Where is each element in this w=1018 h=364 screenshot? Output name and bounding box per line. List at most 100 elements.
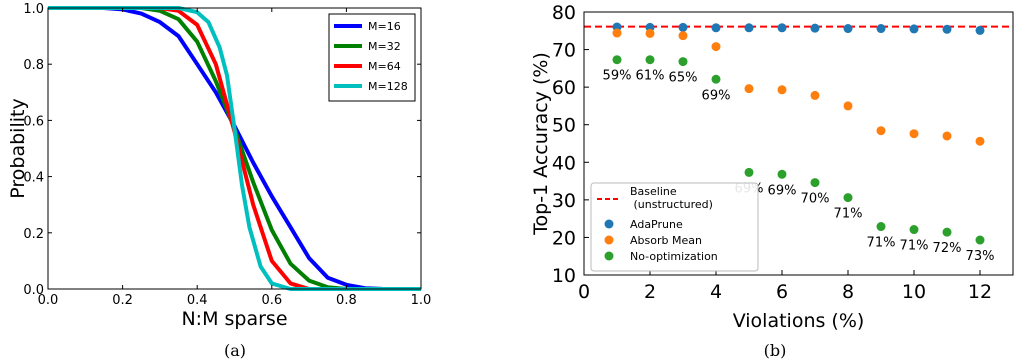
chart-b-legend-label-baseline-line: Baseline <box>630 185 677 198</box>
chart-b-point-absorb-mean <box>612 28 622 38</box>
chart-b-point-absorb-mean <box>876 126 886 136</box>
chart-b-ytick-label: 80 <box>552 2 576 24</box>
chart-a-legend-label: M=64 <box>368 60 401 73</box>
chart-a-legend-label: M=16 <box>368 20 401 33</box>
chart-b-point-absorb-mean <box>942 131 952 141</box>
chart-b-legend-swatch <box>604 235 614 245</box>
chart-b-point-adaprune <box>777 23 787 33</box>
chart-b-point-absorb-mean <box>711 42 721 52</box>
chart-b-data-label: 59% <box>603 69 632 84</box>
chart-b-legend-swatch <box>604 251 614 261</box>
chart-a-ytick-label: 1.0 <box>23 2 44 17</box>
chart-a-xtick-label: 0.6 <box>261 293 282 308</box>
chart-a-legend-box <box>328 13 416 102</box>
chart-b-point-no-optimization <box>612 55 622 65</box>
chart-b-legend: Baseline (unstructured) AdaPrune Absorb Me… <box>590 182 759 272</box>
chart-b-xtick-label: 2 <box>644 281 656 303</box>
chart-b-data-label: 71% <box>867 236 896 251</box>
chart-a-ytick-label: 0.8 <box>23 58 44 73</box>
chart-b-ytick-label: 30 <box>552 190 576 212</box>
chart-b-point-absorb-mean <box>810 90 820 100</box>
chart-b-data-label: 69% <box>768 183 797 198</box>
chart-b-point-absorb-mean <box>975 136 985 146</box>
chart-b-point-no-optimization <box>744 167 754 177</box>
chart-b-data-label: 61% <box>636 69 665 84</box>
chart-b-point-absorb-mean <box>843 101 853 111</box>
chart-b-data-label: 65% <box>669 71 698 86</box>
chart-b-point-absorb-mean <box>645 28 655 38</box>
chart-b-point-no-optimization <box>909 225 919 235</box>
chart-b-point-no-optimization <box>975 235 985 245</box>
chart-b-xtick-label: 8 <box>842 281 854 303</box>
chart-b-legend-label-baseline: Baseline (unstructured) <box>630 185 713 211</box>
chart-a-line-m-32 <box>48 6 421 291</box>
chart-a-line-m-128 <box>48 6 421 291</box>
chart-b-frame <box>583 11 1014 276</box>
chart-b-point-no-optimization <box>678 57 688 67</box>
chart-b-ytick-label: 10 <box>552 265 576 287</box>
chart-b-point-adaprune <box>876 24 886 34</box>
chart-b-ytick-label: 20 <box>552 227 576 249</box>
chart-b-xtick-label: 10 <box>902 281 926 303</box>
chart-a-xtick-label: 0.2 <box>112 293 133 308</box>
chart-b-point-adaprune <box>678 22 688 32</box>
chart-b-data-label: 70% <box>801 192 830 207</box>
chart-b-data-label: 72% <box>933 241 962 256</box>
chart-b-point-adaprune <box>909 24 919 34</box>
chart-a-line-m-16 <box>48 6 421 291</box>
chart-b-point-no-optimization <box>942 227 952 237</box>
chart-b-point-no-optimization <box>810 178 820 188</box>
chart-a-ytick-label: 0.2 <box>23 227 44 242</box>
chart-b-data-label: 69% <box>702 88 731 103</box>
chart-b-xtick-label: 6 <box>776 281 788 303</box>
chart-b-xtick-label: 4 <box>710 281 722 303</box>
chart-b-point-adaprune <box>975 25 985 35</box>
chart-b-point-adaprune <box>843 24 853 34</box>
chart-a-ytick-label: 0.4 <box>23 171 44 186</box>
chart-b-legend-swatch <box>604 219 614 229</box>
chart-b-legend-label: Absorb Mean <box>630 234 702 247</box>
chart-a-caption: (a) <box>224 341 246 360</box>
chart-b-point-adaprune <box>942 24 952 34</box>
chart-b-xtick-label: 0 <box>578 281 590 303</box>
chart-b-ytick-label: 70 <box>552 40 576 62</box>
chart-a-xtick-label: 0.0 <box>38 293 59 308</box>
chart-b-point-no-optimization <box>645 55 655 65</box>
chart-b-ylabel: Top-1 Accuracy (%) <box>530 52 552 236</box>
chart-b-legend-box <box>590 182 759 272</box>
chart-b-point-adaprune <box>744 23 754 33</box>
chart-b-ytick-label: 60 <box>552 77 576 99</box>
chart-a-legend-label: M=128 <box>368 80 408 93</box>
chart-a-frame <box>47 7 422 290</box>
chart-b-ytick-label: 50 <box>552 115 576 137</box>
chart-b: 59%61%65%69%69%69%70%71%71%71%72%73%0246… <box>530 2 1014 360</box>
chart-b-data-label: 71% <box>834 207 863 222</box>
chart-b-point-no-optimization <box>777 169 787 179</box>
chart-a-xtick-label: 0.8 <box>336 293 357 308</box>
chart-a-legend: M=16 M=32 M=64 M=128 <box>328 13 416 102</box>
chart-a-xlabel: N:M sparse <box>181 308 287 330</box>
chart-b-point-absorb-mean <box>909 129 919 139</box>
chart-b-data-label: 71% <box>900 239 929 254</box>
chart-a-xtick-label: 0.4 <box>187 293 208 308</box>
chart-b-caption: (b) <box>764 341 787 360</box>
chart-b-point-no-optimization <box>711 74 721 84</box>
chart-b-xlabel: Violations (%) <box>733 310 865 332</box>
chart-b-legend-label: No-optimization <box>630 250 718 263</box>
chart-a: 0.0 0.2 0.4 0.6 0.8 1.0 0.0 0.2 0.4 0.6 0.8 1.0 N:M … <box>7 2 431 360</box>
chart-a-ytick-label: 0.0 <box>23 283 44 298</box>
chart-b-point-no-optimization <box>843 193 853 203</box>
chart-b-point-absorb-mean <box>744 84 754 94</box>
chart-b-xtick-label: 12 <box>968 281 992 303</box>
chart-b-point-absorb-mean <box>777 85 787 95</box>
chart-b-legend-label: AdaPrune <box>630 218 683 231</box>
chart-a-legend-label: M=32 <box>368 40 401 53</box>
chart-b-point-absorb-mean <box>678 31 688 41</box>
chart-a-xtick-label: 1.0 <box>411 293 432 308</box>
chart-b-data-label: 73% <box>966 249 995 264</box>
chart-b-point-adaprune <box>711 23 721 33</box>
chart-a-ylabel: Probability <box>7 98 29 198</box>
chart-b-point-no-optimization <box>876 222 886 232</box>
chart-b-legend-label-baseline-line: (unstructured) <box>630 198 713 211</box>
